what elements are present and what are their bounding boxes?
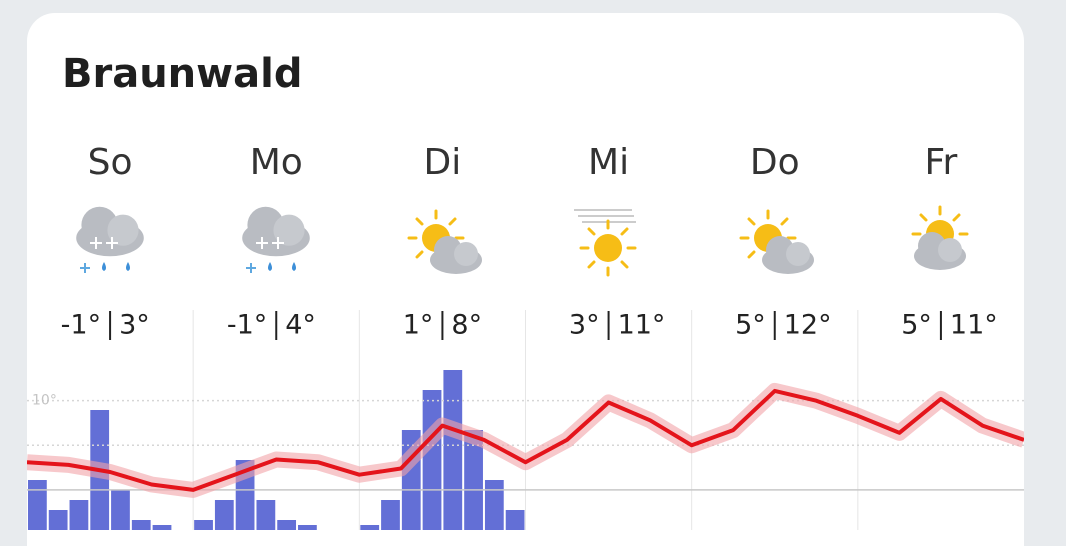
temp-low: 1° <box>403 310 434 341</box>
temp-high: 12° <box>784 310 832 341</box>
temp-high: 8° <box>451 310 482 341</box>
day-name: Mo <box>250 142 303 183</box>
precip-bar <box>360 525 380 530</box>
precip-bar <box>464 430 483 530</box>
day-name: So <box>88 142 133 183</box>
day-name: Do <box>750 142 800 183</box>
precip-bar <box>152 525 172 530</box>
precip-bar <box>214 500 234 530</box>
precip-bar <box>256 500 276 530</box>
forecast-chart: 10° <box>27 310 1024 530</box>
precip-bar <box>69 500 89 530</box>
precip-bar <box>131 520 151 530</box>
precip-bar <box>443 370 463 530</box>
day-name: Di <box>424 142 462 183</box>
precip-bar <box>277 520 297 530</box>
precip-bar <box>484 480 504 530</box>
day-name: Mi <box>588 142 629 183</box>
precip-bar <box>111 490 130 530</box>
temp-low: 5° <box>901 310 932 341</box>
precip-bar <box>298 525 317 530</box>
weather-icons <box>76 205 969 277</box>
location-title: Braunwald <box>62 51 302 97</box>
temp-high: 11° <box>950 310 998 341</box>
card <box>27 13 1024 546</box>
precip-bar <box>194 520 213 530</box>
day-name: Fr <box>924 142 957 183</box>
precip-bar <box>28 480 47 530</box>
temp-high: 3° <box>119 310 150 341</box>
precip-bar <box>505 510 525 530</box>
temp-low: -1° <box>227 310 267 341</box>
precip-bar <box>381 500 400 530</box>
y-tick-label: 10° <box>32 393 57 409</box>
precip-bar <box>48 510 68 530</box>
temp-high: 4° <box>285 310 316 341</box>
temp-line <box>27 388 1024 492</box>
precip-bar <box>422 390 442 530</box>
temp-low: -1° <box>61 310 101 341</box>
temp-low: 3° <box>569 310 600 341</box>
temp-low: 5° <box>735 310 766 341</box>
temp-high: 11° <box>618 310 666 341</box>
